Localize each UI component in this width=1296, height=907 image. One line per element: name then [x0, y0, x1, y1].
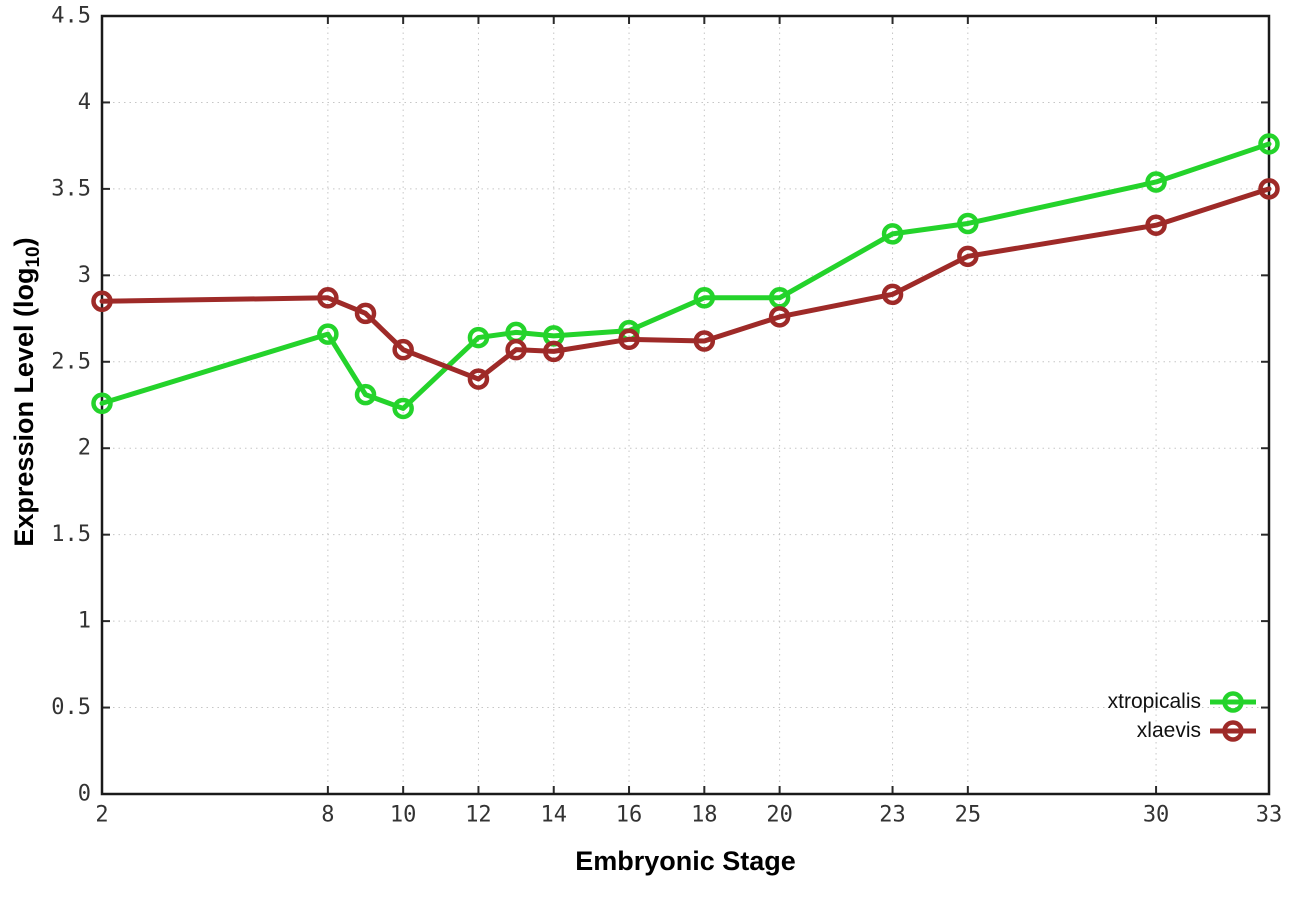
data-point-marker	[881, 283, 904, 306]
data-point-marker	[505, 338, 527, 361]
x-tick-label: 16	[616, 803, 643, 828]
data-point-marker	[317, 323, 339, 345]
y-axis-label: Expression Level (log10)	[9, 237, 45, 546]
legend-item-xlaevis: xlaevis	[1137, 716, 1256, 745]
data-point-marker	[91, 290, 113, 313]
tick-marks	[101, 15, 1270, 795]
y-axis-label-close: )	[8, 237, 39, 247]
data-point-marker	[392, 397, 414, 420]
x-tick-label: 2	[95, 803, 108, 828]
data-point-marker	[693, 330, 716, 352]
series-line	[99, 141, 1272, 411]
data-point-marker	[957, 245, 979, 268]
y-axis-label-subscript: 10	[23, 246, 45, 268]
data-point-marker	[768, 306, 791, 328]
data-point-marker	[467, 368, 490, 390]
y-tick-label: 2.5	[51, 349, 91, 374]
data-point-marker	[1258, 178, 1280, 200]
tick-labels: 2 8 10 12 14 16 18 20 23 25 30 33 0 0.5 1 1.5 2 2.5 3 3.5 4 4…	[51, 4, 1282, 828]
data-point-marker	[354, 383, 377, 406]
legend-label: xtropicalis	[1107, 689, 1201, 713]
legend-sample-line-icon	[1210, 719, 1256, 742]
data-point-marker	[957, 212, 979, 235]
y-axis-label-text: Expression Level (log	[8, 267, 39, 547]
gridlines	[102, 16, 1269, 794]
data-point-marker	[618, 328, 640, 351]
data-point-marker	[467, 326, 490, 349]
plot-border	[100, 14, 1271, 796]
series-xlaevis	[91, 178, 1280, 390]
data-point-marker	[354, 302, 377, 325]
x-tick-label: 8	[321, 803, 334, 828]
y-tick-label: 1	[78, 609, 91, 634]
legend-label: xlaevis	[1136, 718, 1201, 742]
data-point-marker	[693, 287, 716, 309]
x-tick-label: 12	[465, 803, 492, 828]
data-point-marker	[1258, 133, 1280, 155]
legend-sample-line-icon	[1210, 690, 1256, 713]
y-tick-label: 4	[78, 90, 91, 115]
y-tick-label: 3	[78, 263, 91, 288]
x-axis-label: Embryonic Stage	[575, 846, 796, 876]
x-tick-label: 23	[879, 803, 906, 828]
data-point-marker	[542, 340, 565, 363]
legend-item-xtropicalis: xtropicalis	[1108, 687, 1256, 716]
y-tick-label: 3.5	[51, 176, 91, 201]
y-tick-label: 2	[78, 436, 91, 461]
x-tick-label: 30	[1143, 803, 1170, 828]
y-tick-label: 0.5	[51, 695, 91, 720]
data-point-marker	[1145, 214, 1167, 236]
y-tick-label: 0	[78, 782, 91, 807]
x-tick-label: 18	[691, 803, 718, 828]
legend: xtropicalis xlaevis	[1108, 687, 1256, 745]
x-tick-label: 33	[1256, 803, 1283, 828]
x-tick-label: 10	[390, 803, 417, 828]
data-point-marker	[91, 392, 113, 415]
x-tick-label: 25	[955, 803, 982, 828]
data-point-marker	[881, 223, 904, 245]
data-point-marker	[392, 338, 414, 361]
data-point-marker	[1145, 171, 1167, 193]
x-tick-label: 20	[766, 803, 793, 828]
x-tick-label: 14	[540, 803, 567, 828]
y-tick-label: 1.5	[51, 522, 91, 547]
data-point-marker	[317, 287, 339, 309]
y-tick-label: 4.5	[51, 4, 91, 29]
series-xtropicalis	[91, 133, 1280, 420]
